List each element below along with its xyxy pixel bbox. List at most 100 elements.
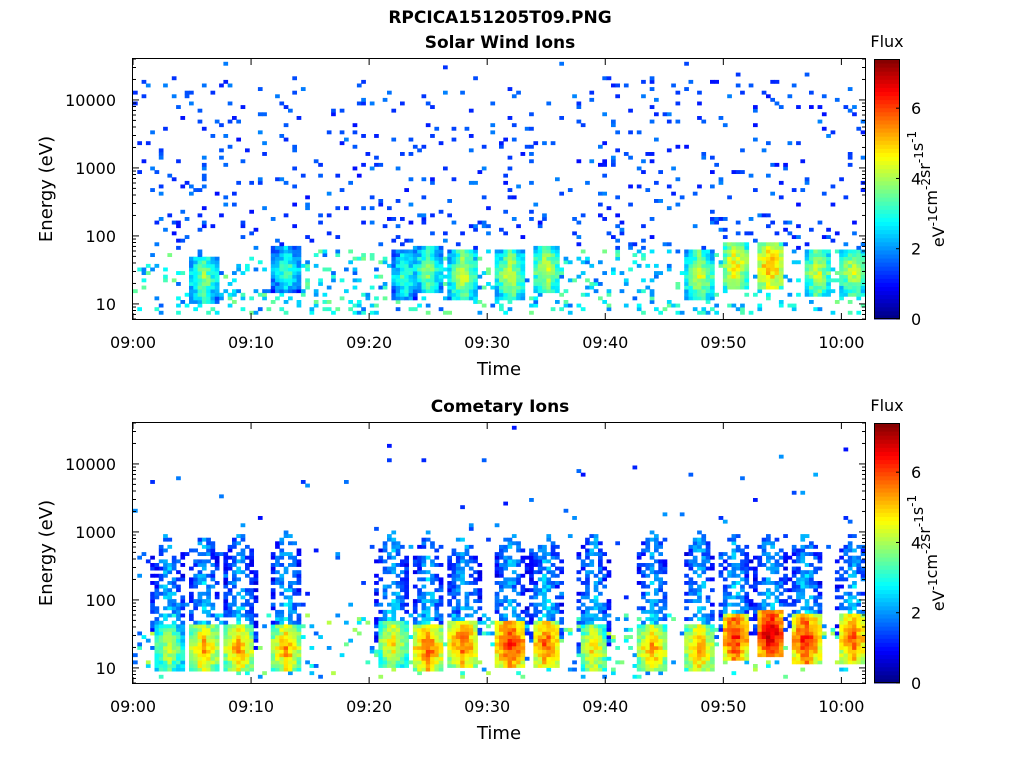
spectrogram-cell	[796, 202, 801, 207]
spectrogram-cell	[701, 152, 707, 156]
x-tick-label: 09:20	[346, 333, 392, 352]
spectrogram-cell	[494, 278, 500, 283]
spectrogram-cell	[791, 602, 797, 607]
spectrogram-cell	[761, 285, 767, 290]
spectrogram-cell	[206, 552, 211, 557]
spectrogram-cell	[662, 613, 668, 618]
spectrogram-cell	[623, 152, 629, 156]
spectrogram-cell	[666, 112, 672, 117]
spectrogram-cell	[382, 613, 388, 618]
spectrogram-cell	[486, 537, 491, 542]
spectrogram-cell	[455, 584, 461, 589]
spectrogram-cell	[400, 260, 405, 265]
spectrogram-cell	[249, 256, 255, 261]
spectrogram-cell	[240, 649, 246, 654]
spectrogram-cell	[391, 292, 397, 297]
spectrogram-cell	[744, 260, 750, 265]
spectrogram-cell	[365, 660, 371, 665]
spectrogram-cell	[701, 278, 707, 283]
spectrogram-cell	[757, 653, 763, 658]
spectrogram-cell	[555, 267, 560, 272]
spectrogram-cell	[468, 256, 474, 261]
spectrogram-cell	[176, 570, 181, 575]
spectrogram-cell	[447, 664, 453, 668]
spectrogram-cell	[809, 260, 814, 265]
spectrogram-cell	[787, 292, 793, 297]
spectrogram-cell	[395, 166, 401, 171]
spectrogram-cell	[391, 599, 397, 604]
spectrogram-cell	[270, 285, 276, 290]
spectrogram-cell	[516, 563, 521, 567]
spectrogram-cell	[417, 638, 422, 643]
spectrogram-cell	[503, 292, 509, 297]
colorbar-swatch	[874, 164, 900, 170]
spectrogram-cell	[503, 173, 509, 178]
spectrogram-cell	[598, 144, 603, 149]
spectrogram-cell	[460, 606, 465, 611]
spectrogram-cell	[697, 548, 702, 553]
spectrogram-cell	[468, 624, 474, 629]
spectrogram-cell	[292, 184, 298, 189]
spectrogram-cell	[455, 631, 461, 636]
spectrogram-cell	[774, 263, 780, 268]
spectrogram-cell	[705, 631, 711, 636]
spectrogram-cell	[404, 656, 410, 661]
spectrogram-cell	[740, 656, 745, 661]
spectrogram-cell	[451, 620, 457, 625]
spectrogram-cell	[141, 635, 147, 640]
spectrogram-cell	[735, 249, 741, 254]
spectrogram-cell	[473, 245, 478, 250]
spectrogram-cell	[443, 238, 448, 243]
spectrogram-cell	[494, 599, 500, 604]
spectrogram-cell	[421, 559, 427, 564]
spectrogram-cell	[421, 656, 427, 661]
spectrogram-cell	[546, 656, 552, 661]
spectrogram-cell	[158, 627, 164, 632]
spectrogram-cell	[443, 310, 448, 315]
spectrogram-cell	[219, 552, 224, 557]
spectrogram-cell	[606, 602, 612, 607]
spectrogram-cell	[602, 664, 608, 668]
spectrogram-cell	[214, 267, 220, 272]
spectrogram-cell	[296, 591, 302, 596]
spectrogram-cell	[176, 635, 181, 640]
spectrogram-cell	[692, 271, 698, 276]
spectrogram-cell	[335, 249, 341, 254]
spectrogram-cell	[460, 256, 465, 261]
spectrogram-cell	[425, 256, 431, 261]
spectrogram-cell	[197, 660, 203, 665]
spectrogram-cell	[701, 559, 707, 564]
spectrogram-cell	[740, 263, 745, 268]
spectrogram-cell	[210, 307, 216, 312]
spectrogram-cell	[176, 310, 181, 315]
spectrogram-cell	[387, 555, 392, 560]
spectrogram-cell	[481, 224, 487, 229]
spectrogram-cell	[727, 591, 732, 596]
spectrogram-cell	[434, 271, 440, 276]
spectrogram-cell	[688, 588, 694, 593]
spectrogram-cell	[499, 296, 504, 301]
spectrogram-cell	[270, 300, 276, 304]
spectrogram-cell	[408, 660, 414, 665]
spectrogram-cell	[382, 256, 388, 261]
spectrogram-cell	[494, 635, 500, 640]
spectrogram-cell	[197, 278, 203, 283]
spectrogram-cell	[567, 534, 573, 539]
spectrogram-cell	[400, 282, 405, 286]
spectrogram-cell	[249, 602, 255, 607]
spectrogram-cell	[649, 664, 655, 668]
spectrogram-cell	[180, 664, 186, 668]
spectrogram-cell	[292, 267, 298, 272]
spectrogram-cell	[735, 656, 741, 661]
spectrogram-cell	[331, 112, 336, 117]
spectrogram-cell	[193, 296, 199, 301]
spectrogram-cell	[197, 249, 203, 254]
spectrogram-cell	[253, 227, 259, 232]
spectrogram-cell	[813, 292, 819, 297]
spectrogram-cell	[580, 602, 586, 607]
spectrogram-cell	[770, 653, 776, 658]
spectrogram-cell	[253, 646, 259, 650]
spectrogram-cell	[249, 570, 255, 575]
spectrogram-cell	[722, 123, 728, 128]
spectrogram-cell	[507, 624, 513, 629]
